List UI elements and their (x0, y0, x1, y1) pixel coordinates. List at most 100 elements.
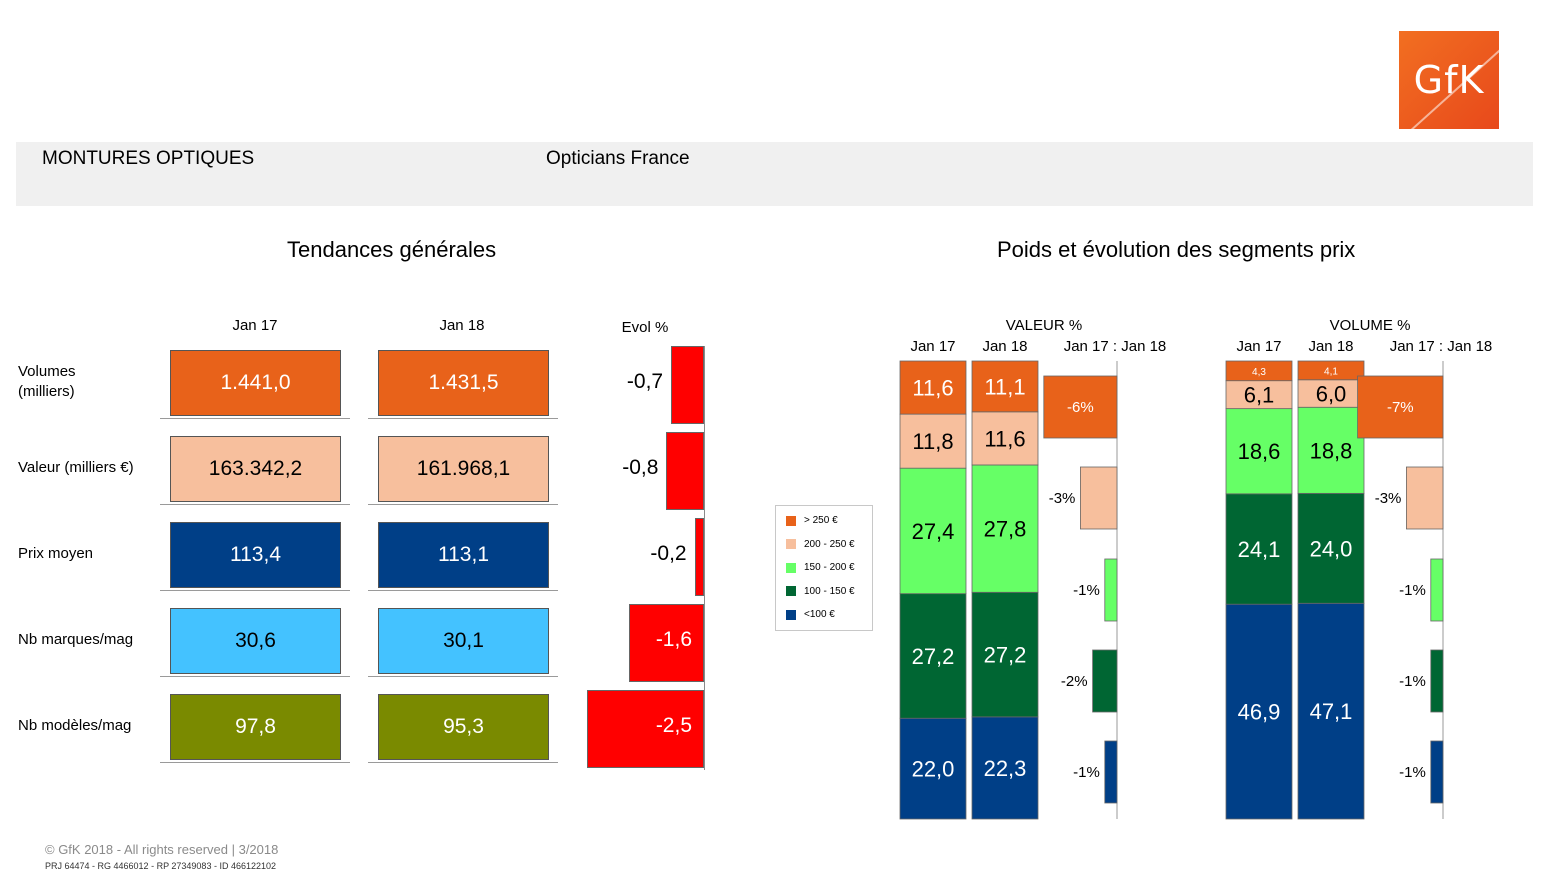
stacked-segment (1297, 492, 1365, 604)
evol-value: -2,5 (655, 714, 692, 737)
legend-swatch (786, 515, 796, 526)
segment-value: 6,0 (1316, 382, 1347, 407)
category-label: Jan 17 (1236, 338, 1281, 355)
evol-bar (671, 346, 704, 424)
stacked-segment (1225, 360, 1293, 382)
evol-segment-value: -1% (1073, 764, 1100, 781)
legend-swatch (786, 609, 796, 620)
evol-header: Jan 17 : Jan 18 (1064, 338, 1167, 355)
category-label: Jan 18 (982, 338, 1027, 355)
row-baseline (368, 418, 558, 419)
legend-item: 150 - 200 € (786, 562, 855, 573)
footer-copyright: © GfK 2018 - All rights reserved | 3/201… (45, 842, 279, 857)
segment-value: 22,0 (912, 757, 955, 782)
segment-value: 27,8 (984, 517, 1027, 542)
value-box-jan18: 113,1 (378, 522, 549, 588)
legend-item: 200 - 250 € (786, 539, 855, 550)
legend-swatch (786, 562, 796, 573)
legend-label: 100 - 150 € (804, 585, 855, 597)
evol-value: -0,7 (626, 370, 664, 393)
col-header-jan18: Jan 18 (439, 317, 485, 334)
stacked-segment (1297, 602, 1365, 820)
segment-value: 11,8 (912, 429, 953, 454)
chart-title: VOLUME % (1330, 317, 1411, 334)
legend-label: 150 - 200 € (804, 562, 855, 573)
gfk-logo: GfK (1399, 31, 1499, 129)
row-label: Volumes (milliers) (18, 363, 76, 400)
evol-value: -1,6 (655, 628, 692, 651)
panel-title: Opticians France (546, 148, 690, 169)
evol-segment-bar (1430, 740, 1444, 804)
category-title: MONTURES OPTIQUES (42, 148, 255, 169)
right-section-title: Poids et évolution des segments prix (997, 237, 1356, 262)
stacked-segment (1297, 379, 1365, 408)
evol-segment-bar (1080, 466, 1118, 530)
segment-value: 11,6 (984, 426, 1025, 451)
evol-segment-value: -1% (1073, 582, 1100, 599)
segment-value: 11,6 (912, 376, 953, 401)
segment-value: 27,2 (912, 644, 955, 669)
left-section-title: Tendances générales (287, 237, 497, 262)
segment-value: 27,4 (912, 519, 955, 544)
value-box-jan17: 30,6 (170, 608, 341, 674)
evol-segment-value: -1% (1399, 582, 1426, 599)
evol-segment-value: -3% (1375, 490, 1402, 507)
header-band (16, 142, 1533, 206)
evol-segment-bar (1430, 558, 1444, 622)
segment-value: 4,3 (1252, 367, 1266, 378)
row-baseline (368, 676, 558, 677)
segment-value: 24,0 (1310, 536, 1353, 561)
stacked-segment (1225, 380, 1293, 410)
category-label: Jan 18 (1308, 338, 1353, 355)
evol-zero-axis (704, 346, 705, 770)
evol-bar (628, 604, 704, 682)
stacked-segment (971, 411, 1039, 466)
row-baseline (160, 504, 350, 505)
stacked-segment (899, 717, 967, 820)
segment-value: 22,3 (984, 756, 1027, 781)
row-label: Nb marques/mag (18, 631, 134, 648)
category-label: Jan 17 (910, 338, 955, 355)
row-baseline (368, 590, 558, 591)
legend-item: <100 € (786, 609, 835, 620)
evol-value: -0,2 (650, 542, 687, 565)
evol-segment-value: -2% (1061, 673, 1088, 690)
evol-segment-bar (1357, 375, 1444, 439)
evol-bar (666, 432, 704, 510)
evol-segment-value: -1% (1399, 764, 1426, 781)
value-box-jan18: 95,3 (378, 694, 549, 760)
row-baseline (160, 762, 350, 763)
evol-bar (586, 690, 704, 768)
evol-header: Jan 17 : Jan 18 (1390, 338, 1493, 355)
evol-segment-bar (1104, 558, 1118, 622)
value-box-jan18: 1.431,5 (378, 350, 549, 416)
segment-value: 24,1 (1238, 537, 1281, 562)
segment-value: 11,1 (984, 374, 1025, 399)
stacked-segment (971, 360, 1039, 413)
stacked-segment (899, 467, 967, 595)
segment-value: 6,1 (1244, 383, 1275, 408)
segment-value: 4,1 (1324, 366, 1338, 377)
col-header-evol: Evol % (621, 319, 669, 336)
value-box-jan18: 161.968,1 (378, 436, 549, 502)
stacked-segment (1297, 360, 1365, 381)
evol-segment-bar (1430, 649, 1444, 713)
stacked-segment (971, 464, 1039, 593)
stacked-segment (899, 413, 967, 469)
chart-title: VALEUR % (1006, 317, 1082, 334)
legend-swatch (786, 586, 796, 596)
stacked-segment (971, 591, 1039, 718)
legend-label: 200 - 250 € (804, 538, 855, 550)
stacked-segment (971, 716, 1039, 820)
row-baseline (160, 590, 350, 591)
evol-value: -0,8 (622, 456, 659, 479)
evol-segment-bar (1406, 466, 1444, 530)
stacked-segment (1297, 406, 1365, 494)
legend-item: 100 - 150 € (786, 586, 855, 597)
segment-value: 18,6 (1238, 439, 1281, 464)
price-segment-legend: > 250 € 200 - 250 € 150 - 200 € 100 - 150 €… (775, 505, 873, 631)
row-label: Nb modèles/mag (18, 717, 132, 734)
legend-item: > 250 € (786, 515, 838, 526)
value-box-jan17: 97,8 (170, 694, 341, 760)
value-box-jan17: 163.342,2 (170, 436, 341, 502)
